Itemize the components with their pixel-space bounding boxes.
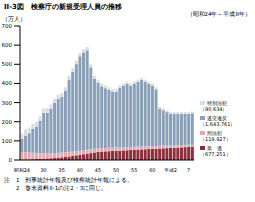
svg-text:600: 600 [8,42,12,48]
html-text:特別法犯: 特別法犯 [207,100,227,106]
svg-text:昭和24: 昭和24 [14,167,30,172]
svg-text:60: 60 [149,167,155,172]
svg-text:700: 700 [8,23,12,29]
html-text:（昭和24年～平成8年）: （昭和24年～平成8年） [186,11,251,17]
svg-text:200: 200 [8,119,12,125]
svg-text:30: 30 [40,167,46,172]
svg-text:400: 400 [8,80,12,86]
html-text:注 1 刑事統計年報及び検察統計年報による。: 注 1 刑事統計年報及び検察統計年報による。 [4,177,134,183]
svg-text:50: 50 [113,167,119,172]
html-text:業 過: 業 過 [207,145,222,151]
html-text:（677,251）: （677,251） [200,151,231,157]
html-text:（90,634）: （90,634） [200,106,228,112]
svg-text:35: 35 [59,167,65,172]
html-text:道交違反: 道交違反 [207,115,227,121]
html-text:II-3図 検察庁の新規受理人員の推移: II-3図 検察庁の新規受理人員の推移 [4,3,122,11]
svg-text:0: 0 [9,157,13,163]
html-text:刑法犯: 刑法犯 [207,130,222,136]
html-text:（119,927）: （119,927） [200,136,231,142]
html-text:2 巻末資料II-1の注2・3に同じ。: 2 巻末資料II-1の注2・3に同じ。 [4,185,108,191]
svg-text:300: 300 [8,100,12,106]
svg-text:55: 55 [131,167,137,172]
html-text:（万人）: （万人） [2,16,26,22]
svg-text:500: 500 [8,61,12,67]
svg-text:100: 100 [8,138,12,144]
svg-text:7: 7 [187,167,190,172]
svg-text:45: 45 [95,167,101,172]
svg-text:平成2: 平成2 [164,167,177,172]
html-text:（1,643,761）: （1,643,761） [200,121,236,127]
svg-text:40: 40 [77,167,83,172]
